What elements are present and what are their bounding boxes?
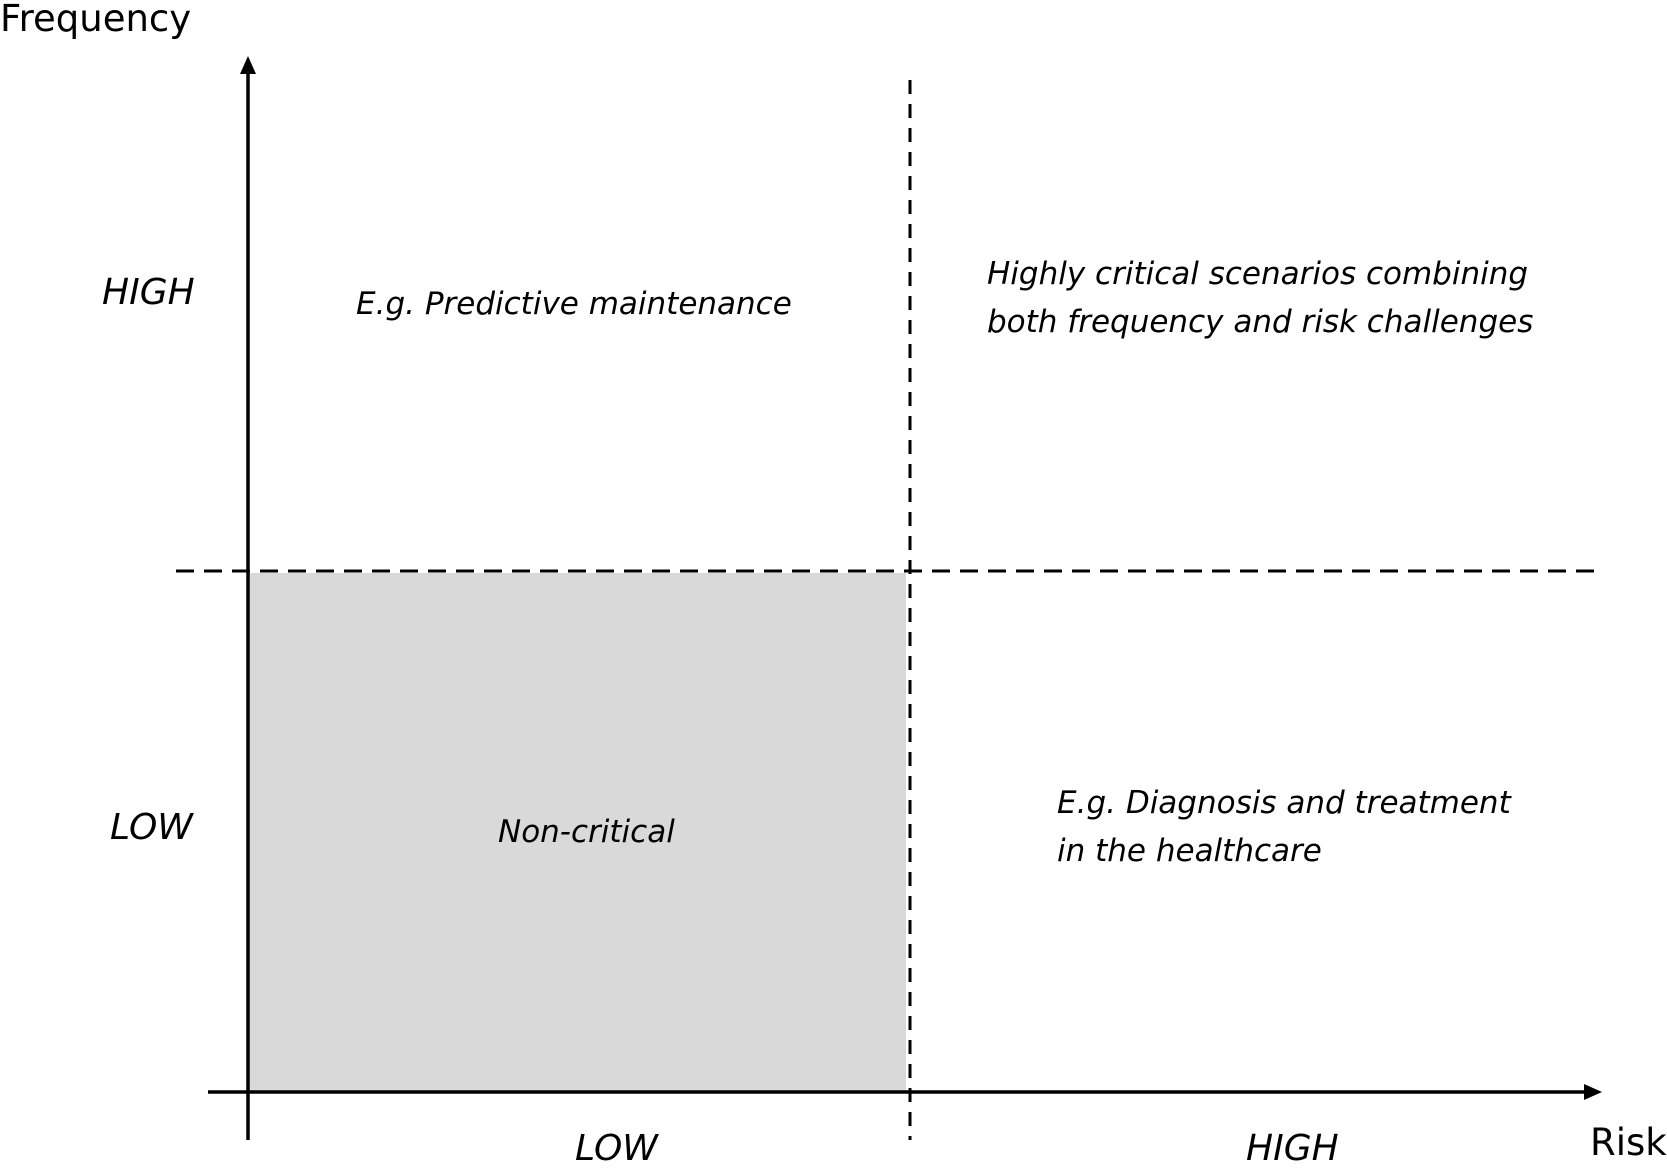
- quadrant-text-line: Highly critical scenarios combining: [987, 256, 1529, 292]
- quadrant-text-line: E.g. Diagnosis and treatment: [1057, 785, 1511, 821]
- quadrant-low-frequency-low-risk-text: Non-critical: [498, 808, 675, 856]
- quadrant-text-line: Non-critical: [498, 814, 675, 850]
- quadrant-text-line: in the healthcare: [1057, 833, 1322, 869]
- y-axis-title: Frequency: [0, 0, 192, 40]
- quadrant-high-frequency-high-risk-text: Highly critical scenarios combining both…: [987, 250, 1533, 346]
- x-level-low-label: LOW: [575, 1128, 658, 1169]
- non-critical-quadrant-fill: [248, 573, 906, 1092]
- x-level-high-label: HIGH: [1246, 1128, 1339, 1169]
- y-level-high-label: HIGH: [102, 272, 195, 313]
- x-axis-title: Risk: [1590, 1121, 1667, 1164]
- quadrant-text-line: both frequency and risk challenges: [987, 304, 1534, 340]
- x-axis-arrowhead: [1584, 1084, 1602, 1100]
- y-level-low-label: LOW: [110, 807, 193, 848]
- quadrant-high-frequency-low-risk-text: E.g. Predictive maintenance: [356, 280, 792, 328]
- quadrant-low-frequency-high-risk-text: E.g. Diagnosis and treatment in the heal…: [1057, 779, 1511, 875]
- quadrant-text-line: E.g. Predictive maintenance: [356, 286, 792, 322]
- y-axis-arrowhead: [240, 56, 256, 74]
